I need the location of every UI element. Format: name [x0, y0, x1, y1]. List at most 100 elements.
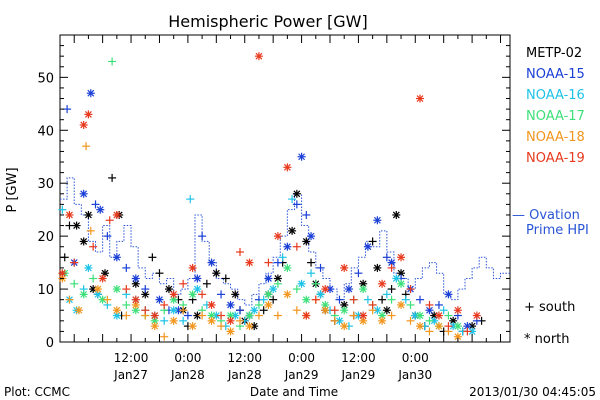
data-point-north	[373, 263, 382, 272]
star-d2	[283, 264, 291, 272]
star-d2	[99, 296, 107, 304]
legend-entry-noaa-15: NOAA-15	[526, 67, 585, 82]
data-point-north	[193, 311, 202, 320]
series-noaa-19	[58, 52, 481, 336]
data-point-south	[58, 205, 67, 214]
data-point-south	[86, 226, 95, 235]
data-point-north	[84, 263, 93, 272]
data-point-south	[406, 285, 415, 294]
data-point-south	[217, 290, 226, 299]
data-point-north	[302, 311, 311, 320]
data-point-south	[444, 322, 453, 331]
data-point-north	[141, 290, 150, 299]
data-point-north	[307, 232, 316, 241]
data-point-north	[79, 120, 88, 129]
legend: METP-02 NOAA-15 NOAA-16 NOAA-17 NOAA-18 NOAA-…	[512, 46, 589, 347]
data-point-north	[86, 89, 95, 98]
star-d2	[454, 306, 462, 314]
data-point-north	[283, 263, 292, 272]
data-point-south	[292, 242, 301, 251]
data-point-north	[321, 300, 330, 309]
star-d2	[151, 322, 159, 330]
data-point-north	[164, 285, 173, 294]
data-point-north	[112, 306, 121, 315]
data-point-south	[349, 295, 358, 304]
data-point-south	[425, 300, 434, 309]
data-point-south	[401, 295, 410, 304]
star-d2	[80, 121, 88, 129]
star-d2	[113, 211, 121, 219]
data-point-south	[236, 248, 244, 257]
star-d2	[208, 317, 216, 325]
legend-entry-noaa-16: NOAA-16	[526, 88, 585, 103]
star-d2	[444, 290, 452, 298]
data-point-south	[108, 173, 117, 182]
star-d2	[132, 301, 140, 309]
data-point-south	[307, 258, 316, 267]
star-d2	[416, 95, 424, 102]
star-d2	[340, 306, 348, 314]
series-metp-02	[60, 173, 486, 336]
data-point-north	[250, 306, 259, 315]
data-point-north	[335, 316, 344, 325]
star-d2	[388, 259, 396, 267]
data-point-north	[245, 322, 254, 331]
star-d2	[392, 275, 400, 282]
x-tick-date: Jan30	[397, 368, 432, 382]
star-d2	[113, 306, 121, 314]
y-axis: 0 10 20 30 40 50	[37, 34, 510, 351]
data-point-south	[259, 295, 268, 304]
y-tick-label: 40	[37, 124, 54, 139]
legend-entry-metp-02: METP-02	[526, 46, 582, 61]
data-point-north	[453, 332, 462, 341]
x-axis-label: Date and Time	[250, 385, 338, 399]
data-point-north	[79, 189, 88, 198]
data-point-south	[273, 279, 282, 288]
footer-timestamp: 2013/01/30 04:45:05	[469, 385, 596, 399]
data-point-north	[340, 300, 349, 309]
data-point-north	[193, 274, 202, 283]
star-d2	[359, 280, 367, 288]
data-point-north	[112, 285, 121, 294]
data-point-south	[217, 311, 226, 320]
data-point-north	[155, 295, 164, 304]
x-tick-time: 12:00	[341, 351, 376, 365]
x-tick-date: Jan28	[170, 368, 205, 382]
star-d2	[80, 290, 88, 298]
data-point-south	[273, 258, 282, 267]
data-point-north	[212, 269, 221, 278]
data-point-south	[105, 216, 114, 225]
chart-title: Hemispheric Power [GW]	[168, 12, 367, 31]
star-d2	[392, 211, 400, 219]
star-d2	[84, 211, 92, 219]
data-point-south	[259, 306, 268, 315]
star-d2	[189, 290, 197, 298]
data-point-south	[183, 311, 192, 320]
x-tick-time: 0:00	[174, 351, 201, 365]
data-point-south	[444, 311, 453, 320]
star-d2	[193, 275, 201, 282]
x-tick-time: 12:00	[114, 351, 149, 365]
data-point-north	[245, 258, 254, 267]
star-d2	[364, 243, 372, 251]
data-point-north	[226, 311, 235, 320]
data-point-north	[79, 237, 88, 246]
star-d2	[321, 306, 329, 314]
data-point-north	[131, 295, 140, 304]
data-point-south	[316, 263, 325, 272]
data-point-north	[169, 306, 178, 315]
plot-area	[58, 34, 511, 343]
data-point-north	[340, 322, 349, 331]
data-point-north	[340, 263, 349, 272]
star-d2	[321, 301, 329, 309]
data-point-south	[311, 279, 320, 288]
plot-frame	[59, 34, 511, 343]
data-point-north	[453, 322, 462, 331]
data-point-north	[359, 316, 368, 325]
star-d2	[449, 317, 457, 325]
data-point-south	[382, 253, 391, 262]
legend-south-symbol: + south	[524, 300, 575, 315]
star-d2	[321, 285, 329, 293]
data-point-north	[288, 226, 297, 235]
